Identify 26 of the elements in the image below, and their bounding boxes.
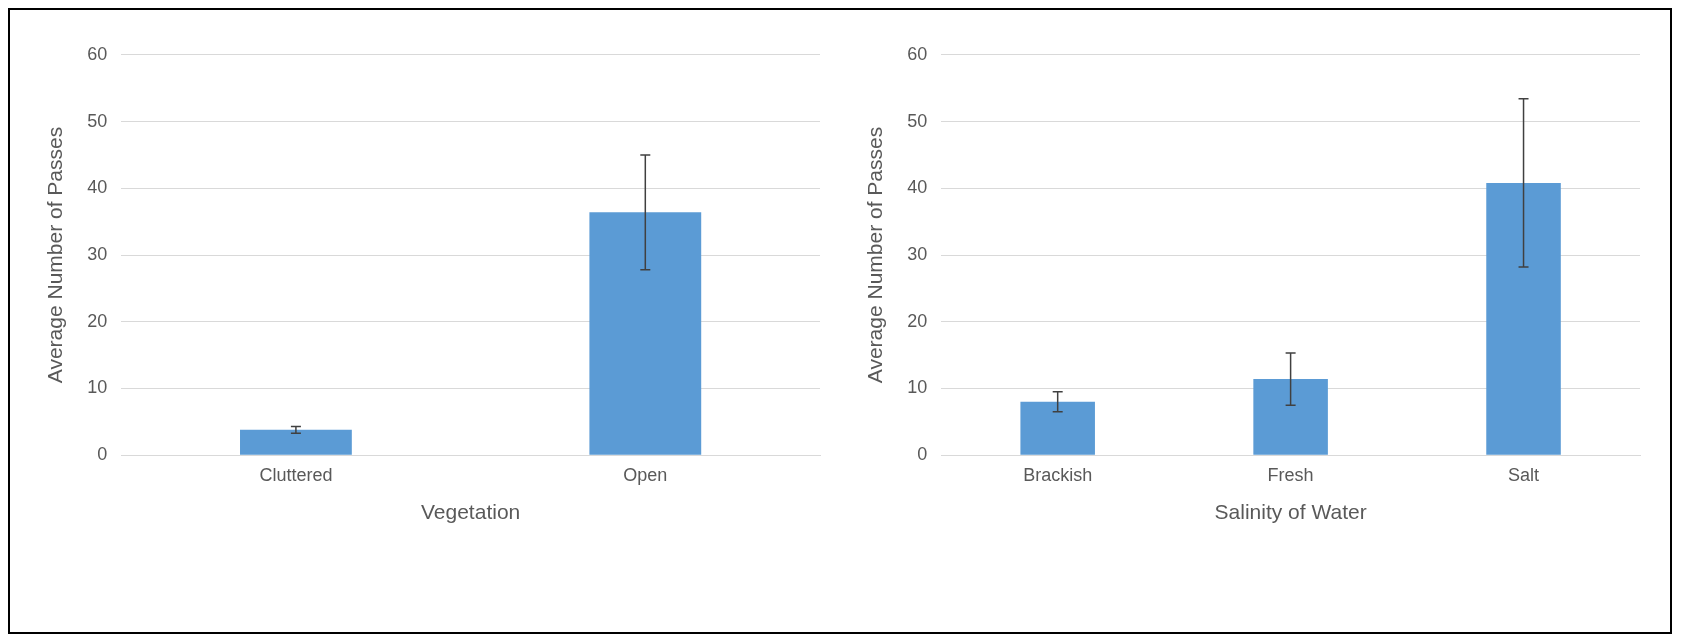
- y-tick-label: 0: [917, 444, 928, 465]
- y-tick-label: 10: [87, 377, 108, 398]
- x-tick-label: Cluttered: [259, 464, 333, 485]
- x-tick-label: Salt: [1508, 464, 1540, 485]
- y-tick-label: 60: [907, 43, 928, 64]
- y-tick-label: 30: [87, 243, 108, 264]
- x-axis-title: Salinity of Water: [1214, 500, 1367, 524]
- y-axis-title: Average Number of Passes: [863, 126, 887, 384]
- y-tick-label: 20: [907, 310, 928, 331]
- y-tick-label: 30: [907, 243, 928, 264]
- bar: [1486, 182, 1561, 455]
- x-tick-label: Open: [623, 464, 668, 485]
- y-tick-label: 60: [87, 43, 108, 64]
- x-axis-title: Vegetation: [420, 500, 521, 524]
- x-tick-label: Fresh: [1267, 464, 1314, 485]
- y-tick-label: 50: [87, 110, 108, 131]
- y-tick-label: 20: [87, 310, 108, 331]
- bar: [1020, 401, 1095, 455]
- y-tick-label: 40: [907, 177, 928, 198]
- bar: [1253, 379, 1328, 455]
- x-tick-label: Brackish: [1023, 464, 1093, 485]
- y-tick-label: 50: [907, 110, 928, 131]
- y-axis-title: Average Number of Passes: [43, 126, 67, 384]
- y-tick-label: 0: [97, 444, 108, 465]
- y-tick-label: 10: [907, 377, 928, 398]
- y-tick-label: 40: [87, 177, 108, 198]
